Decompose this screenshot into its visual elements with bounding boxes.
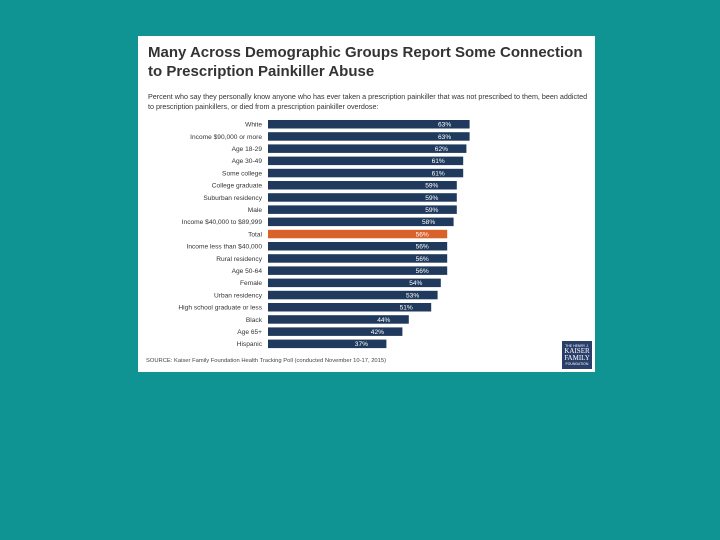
bar [268,254,448,263]
category-label: Male [248,207,263,214]
chart-subtitle: Percent who say they personally know any… [148,92,588,111]
value-label: 56% [416,268,429,275]
kff-logo: THE HENRY J. KAISER FAMILY FOUNDATION [562,341,592,369]
bar [268,144,467,153]
value-label: 56% [416,244,429,251]
category-label: Hispanic [237,341,263,348]
value-label: 44% [377,317,390,324]
value-label: 37% [355,341,368,348]
value-label: 59% [425,195,438,202]
category-label: Urban residency [214,292,263,299]
value-label: 54% [409,280,422,287]
bar [268,217,454,227]
logo-line-4: FOUNDATION [565,362,589,366]
value-label: 63% [438,122,451,129]
value-label: 61% [432,170,445,177]
bar [268,120,470,129]
source-note: SOURCE: Kaiser Family Foundation Health … [146,358,387,364]
category-label: Rural residency [216,256,263,263]
bar [268,290,438,300]
bar [268,339,387,349]
value-label: 59% [425,183,438,190]
logo-line-2: KAISER [564,347,590,355]
category-label: Income $40,000 to $89,999 [182,219,263,226]
bar [268,327,403,336]
category-label: Some college [222,170,262,177]
category-label: Age 30-49 [232,158,263,165]
category-label: Black [246,317,263,324]
value-label: 63% [438,134,451,141]
category-label: Income less than $40,000 [186,244,262,251]
bar [268,266,448,275]
bar [268,156,464,166]
category-label: Total [248,231,262,238]
value-label: 59% [425,207,438,214]
bar [268,278,441,288]
category-label: Income $90,000 or more [190,134,262,141]
value-label: 42% [371,329,384,336]
bar [268,303,432,312]
value-label: 51% [400,305,413,312]
bar [268,168,464,178]
category-label: Suburban residency [203,195,262,202]
category-label: White [245,122,262,129]
value-label: 62% [435,146,448,153]
bar [268,242,448,251]
slide: Many Across Demographic Groups Report So… [138,36,595,372]
category-label: Age 50-64 [232,268,263,275]
bar [268,132,470,141]
category-label: Female [240,280,262,287]
value-label: 56% [416,256,429,263]
value-label: 56% [416,231,429,238]
bar [268,181,457,190]
category-label: College graduate [212,183,263,190]
bar-chart: White 63% Income $90,000 or more 63% Age 18-… [178,120,470,349]
value-label: 58% [422,219,435,226]
category-label: High school graduate or less [178,305,262,312]
chart-title: Many Across Demographic Groups Report So… [148,44,583,80]
category-label: Age 65+ [237,329,262,336]
category-label: Age 18-29 [232,146,263,153]
bar [268,205,457,214]
value-label: 53% [406,292,419,299]
value-label: 61% [432,158,445,165]
bar [268,193,457,202]
bar [268,315,409,324]
bar-highlight [268,229,448,239]
logo-line-3: FAMILY [564,354,590,362]
logo-line-1: THE HENRY J. [565,344,589,348]
